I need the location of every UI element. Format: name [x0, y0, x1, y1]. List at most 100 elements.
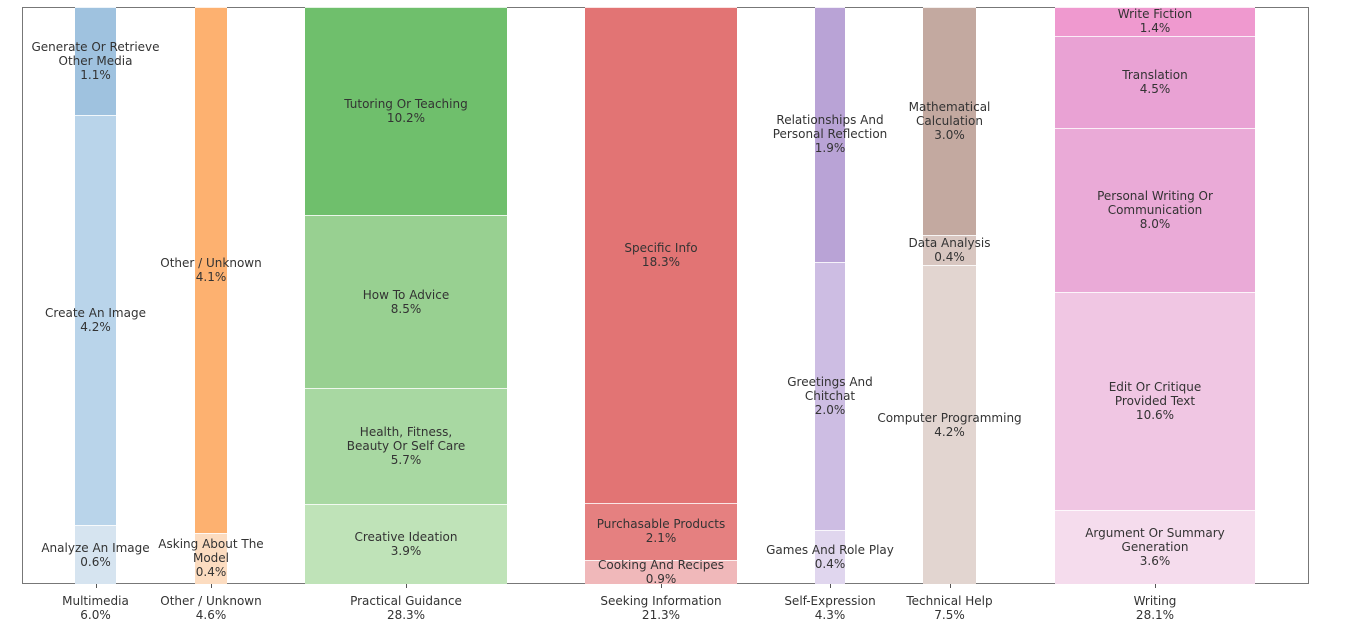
segment-value: 0.4% [195, 565, 227, 580]
segment-value: 3.0% [934, 127, 965, 142]
segment-label: Other / Unknown 4.1% [160, 256, 261, 284]
bar-segment [815, 261, 845, 531]
category-share: 28.1% [1135, 608, 1175, 622]
segment-value: 0.4% [934, 249, 965, 264]
bar-segment [585, 7, 737, 503]
x-tick [211, 584, 212, 588]
bar-segment [195, 532, 227, 584]
category-name: Multimedia [62, 594, 129, 608]
segment-value: 3.6% [1139, 554, 1171, 569]
segment-name: Creative Ideation [354, 530, 458, 545]
bar-segment [305, 388, 507, 505]
category-name: Other / Unknown [160, 594, 262, 608]
segment-label: Creative Ideation 3.9% [354, 530, 457, 558]
segment-name: Relationships And Personal Reflection [772, 113, 888, 142]
segment-value: 4.1% [195, 269, 227, 284]
segment-name: Data Analysis [908, 235, 991, 250]
category-share: 6.0% [80, 608, 111, 622]
category-share: 4.3% [814, 608, 846, 622]
bar-segment [305, 214, 507, 389]
segment-label: Greetings And Chitchat 2.0% [787, 375, 873, 417]
segment-name: Personal Writing Or Communication [1097, 189, 1213, 218]
segment-name: Generate Or Retrieve Other Media [31, 39, 160, 68]
category-share: 28.3% [386, 608, 426, 622]
category-share: 7.5% [934, 608, 965, 622]
segment-name: Analyze An Image [41, 540, 150, 555]
bar-segment [305, 7, 507, 215]
category-share: 4.6% [195, 608, 227, 622]
bar-segment [195, 7, 227, 533]
category-name: Practical Guidance [350, 594, 462, 608]
segment-value: 8.0% [1139, 217, 1171, 232]
segment-value: 4.2% [80, 319, 111, 334]
segment-value: 18.3% [641, 254, 681, 269]
segment-label: Generate Or Retrieve Other Media 1.1% [31, 40, 159, 82]
segment-name: Other / Unknown [160, 255, 262, 270]
segment-value: 10.2% [386, 110, 426, 125]
segment-value: 0.6% [80, 554, 111, 569]
segment-value: 1.4% [1139, 21, 1171, 36]
segment-name: Games And Role Play [766, 543, 894, 558]
bar-segment [923, 7, 976, 235]
segment-name: Argument Or Summary Generation [1085, 526, 1225, 555]
segment-label: Tutoring Or Teaching 10.2% [344, 97, 467, 125]
x-tick [830, 584, 831, 588]
segment-name: Specific Info [624, 240, 698, 255]
x-tick-label: Multimedia 6.0% [62, 594, 129, 622]
segment-label: Games And Role Play 0.4% [766, 543, 894, 571]
segment-name: Translation [1122, 67, 1188, 82]
segment-value: 4.2% [934, 424, 965, 439]
segment-value: 10.6% [1135, 408, 1175, 423]
segment-label: Health, Fitness, Beauty Or Self Care 5.7% [347, 425, 466, 467]
bar-segment [1055, 7, 1255, 36]
x-tick-label: Seeking Information 21.3% [600, 594, 721, 622]
segment-label: Specific Info 18.3% [624, 241, 697, 269]
x-tick [406, 584, 407, 588]
category-name: Technical Help [906, 594, 993, 608]
bar-segment [1055, 128, 1255, 293]
segment-label: How To Advice 8.5% [363, 288, 449, 316]
segment-name: Purchasable Products [596, 517, 726, 532]
x-tick-label: Self-Expression 4.3% [784, 594, 875, 622]
segment-label: Asking About The Model 0.4% [158, 537, 263, 579]
bar-segment [75, 114, 116, 526]
segment-label: Mathematical Calculation 3.0% [909, 100, 991, 142]
bar-segment [75, 525, 116, 584]
bar-segment [923, 265, 976, 584]
segment-name: Greetings And Chitchat [787, 375, 873, 404]
segment-value: 2.1% [645, 531, 677, 546]
bar-segment [815, 7, 845, 262]
segment-value: 1.1% [80, 67, 111, 82]
category-name: Self-Expression [784, 594, 876, 608]
segment-label: Relationships And Personal Reflection 1.9… [773, 113, 888, 155]
segment-name: Create An Image [45, 305, 146, 320]
segment-label: Data Analysis 0.4% [909, 236, 991, 264]
segment-name: How To Advice [362, 287, 450, 302]
x-tick [1155, 584, 1156, 588]
segment-name: Edit Or Critique Provided Text [1108, 380, 1202, 409]
bar-segment [75, 7, 116, 115]
x-tick [661, 584, 662, 588]
segment-name: Cooking And Recipes [598, 557, 724, 572]
segment-label: Analyze An Image 0.6% [41, 541, 149, 569]
x-tick-label: Writing 28.1% [1134, 594, 1177, 622]
segment-value: 2.0% [814, 403, 846, 418]
segment-value: 5.7% [390, 453, 422, 468]
segment-name: Mathematical Calculation [908, 99, 991, 128]
bar-segment [585, 559, 737, 584]
category-share: 21.3% [641, 608, 681, 622]
segment-label: Personal Writing Or Communication 8.0% [1097, 189, 1213, 231]
segment-name: Health, Fitness, Beauty Or Self Care [346, 425, 466, 454]
bar-segment [585, 502, 737, 560]
x-tick [95, 584, 97, 588]
x-tick-label: Technical Help 7.5% [906, 594, 992, 622]
segment-name: Computer Programming [877, 410, 1022, 425]
segment-value: 4.5% [1139, 81, 1171, 96]
segment-value: 0.4% [814, 557, 846, 572]
segment-name: Tutoring Or Teaching [344, 96, 468, 111]
segment-label: Create An Image 4.2% [45, 306, 146, 334]
bar-segment [1055, 292, 1255, 511]
segment-label: Translation 4.5% [1122, 68, 1187, 96]
segment-value: 3.9% [390, 544, 422, 559]
bar-segment [305, 504, 507, 584]
